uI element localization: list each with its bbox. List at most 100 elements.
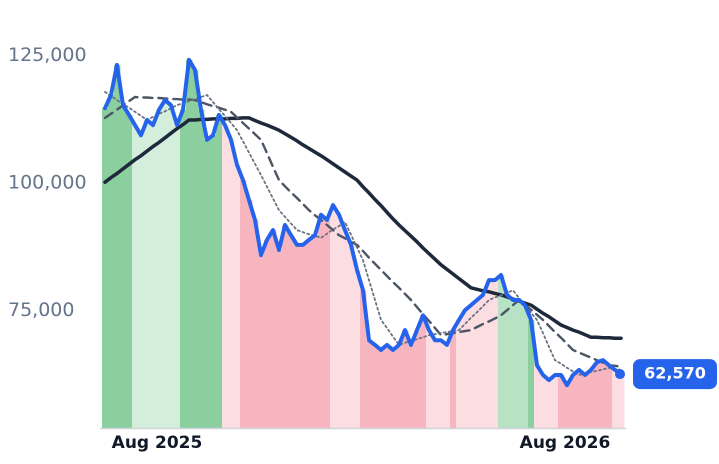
area-column: [390, 349, 397, 428]
area-column: [366, 340, 373, 428]
area-column: [474, 299, 481, 428]
area-column: [258, 255, 265, 428]
area-column: [198, 109, 205, 428]
area-column: [396, 344, 403, 428]
area-column: [138, 135, 145, 428]
area-column: [606, 365, 613, 428]
area-column: [246, 200, 253, 428]
area-column: [240, 180, 247, 428]
series-line: [104, 91, 622, 376]
area-column: [486, 280, 493, 428]
area-column: [420, 315, 427, 428]
area-column: [564, 385, 571, 428]
area-column: [426, 330, 433, 428]
area-column: [450, 330, 457, 428]
area-column: [348, 244, 355, 428]
area-column: [618, 374, 625, 428]
area-column: [594, 362, 601, 428]
area-column: [510, 299, 517, 428]
area-column: [582, 374, 589, 428]
area-column: [558, 374, 565, 428]
area-column: [588, 369, 595, 428]
area-column: [480, 294, 487, 428]
area-column: [360, 290, 367, 428]
area-column: [276, 250, 283, 428]
area-column: [192, 69, 199, 428]
area-column: [498, 275, 505, 428]
area-column: [108, 94, 115, 428]
area-column: [216, 114, 223, 429]
area-column: [570, 374, 577, 428]
end-label: 62,570: [644, 364, 706, 383]
end-dot: [615, 369, 625, 380]
series-line: [103, 116, 623, 340]
area-column: [600, 360, 607, 428]
y-tick-label: 100,000: [8, 172, 87, 194]
area-column: [336, 214, 343, 428]
area-column: [342, 230, 349, 428]
area-column: [492, 280, 499, 428]
area-column: [228, 139, 235, 428]
area-column: [120, 105, 127, 429]
area-column: [576, 369, 583, 428]
area-column: [294, 244, 301, 428]
area-column: [186, 59, 193, 428]
area-column: [288, 235, 295, 428]
end-badge: [633, 359, 717, 390]
area-column: [414, 330, 421, 428]
area-column: [306, 239, 313, 428]
area-column: [462, 310, 469, 428]
area-column: [552, 374, 559, 428]
area-column: [204, 139, 211, 428]
area-column: [372, 344, 379, 428]
area-column: [384, 344, 391, 428]
area-column: [114, 64, 121, 428]
area-column: [180, 109, 187, 428]
area-column: [318, 214, 325, 428]
area-column: [378, 349, 385, 428]
area-column: [324, 219, 331, 428]
area-column: [252, 219, 259, 428]
area-column: [264, 239, 271, 428]
x-tick-label: Aug 2026: [520, 433, 611, 453]
area-column: [282, 225, 289, 428]
area-column: [150, 125, 157, 428]
area-column: [528, 319, 535, 428]
area-column: [234, 164, 241, 428]
area-column: [534, 365, 541, 428]
area-column: [444, 344, 451, 428]
area-column: [222, 125, 229, 428]
series-line: [103, 57, 623, 388]
area-column: [312, 235, 319, 428]
area-column: [546, 380, 553, 428]
area-column: [432, 340, 439, 428]
area-column: [270, 230, 277, 428]
area-column: [174, 125, 181, 428]
area-column: [354, 269, 361, 428]
area-column: [168, 105, 175, 429]
area-column: [102, 108, 109, 428]
area-column: [468, 305, 475, 428]
area-column: [162, 100, 169, 428]
area-column: [210, 135, 217, 428]
area-column: [300, 244, 307, 428]
area-column: [522, 305, 529, 428]
area-column: [330, 205, 337, 428]
area-column: [612, 369, 619, 428]
area-column: [144, 119, 151, 429]
area-column: [402, 330, 409, 428]
area-column: [516, 299, 523, 428]
area-column: [504, 294, 511, 428]
y-tick-label: 75,000: [8, 299, 74, 321]
area-column: [408, 344, 415, 428]
area-column: [456, 319, 463, 428]
area-column: [126, 114, 133, 429]
area-column: [438, 340, 445, 428]
area-column: [132, 125, 139, 428]
area-column: [156, 109, 163, 428]
series-line: [103, 95, 623, 368]
x-tick-label: Aug 2025: [112, 433, 203, 453]
y-tick-label: 125,000: [8, 44, 87, 66]
